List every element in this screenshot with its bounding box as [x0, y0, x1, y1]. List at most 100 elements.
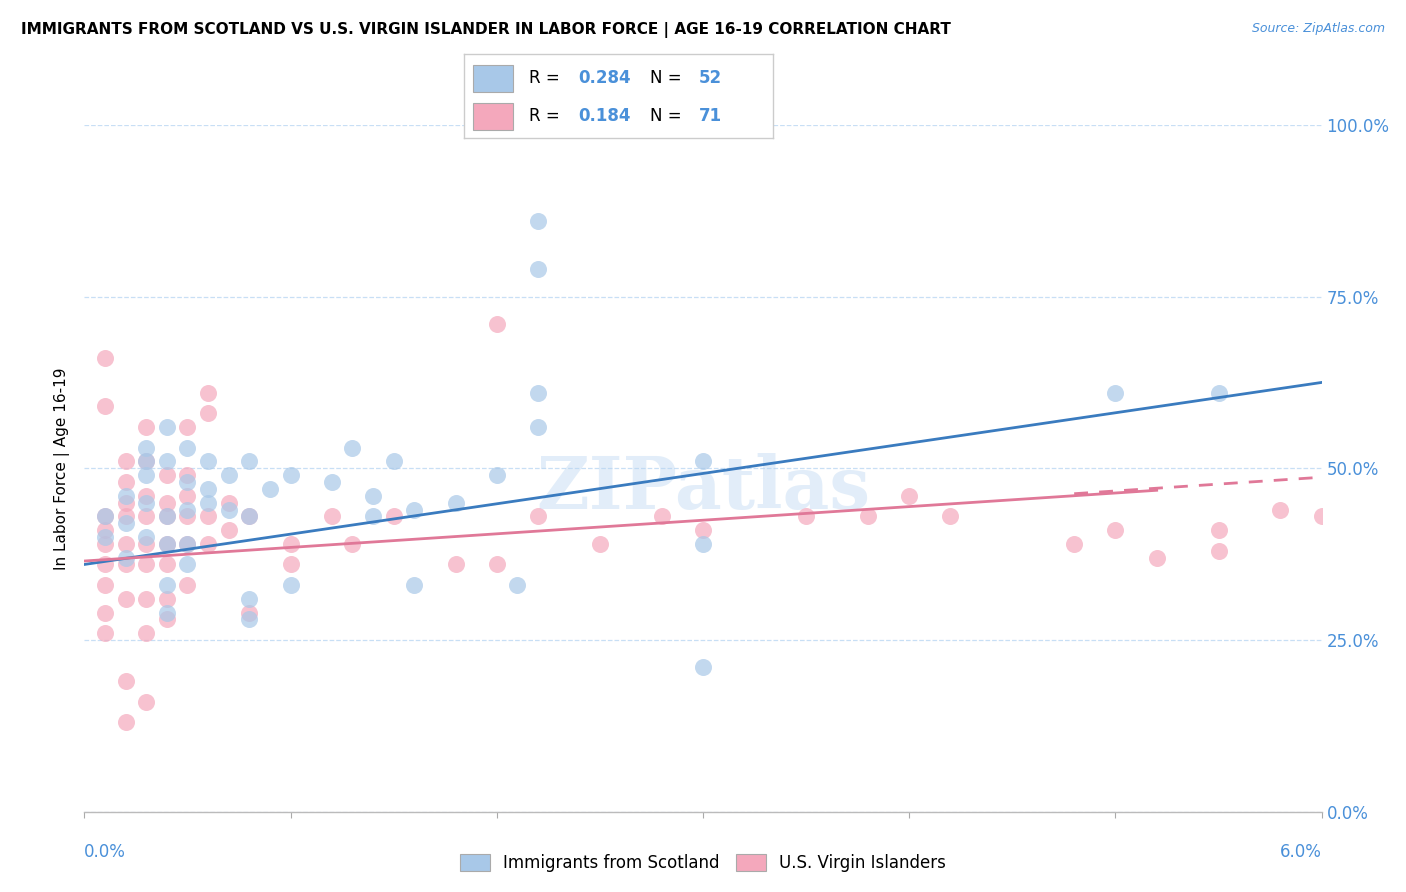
- Text: R =: R =: [529, 69, 565, 87]
- Point: [135, 530, 157, 544]
- Point: [238, 606, 260, 620]
- Point: [197, 537, 219, 551]
- Point: [94, 400, 117, 414]
- Point: [135, 441, 157, 455]
- Point: [238, 509, 260, 524]
- Point: [342, 537, 364, 551]
- Point: [218, 523, 240, 537]
- FancyBboxPatch shape: [474, 64, 513, 92]
- Point: [94, 558, 117, 572]
- Point: [176, 537, 198, 551]
- Point: [1208, 523, 1230, 537]
- Point: [197, 385, 219, 400]
- Point: [135, 509, 157, 524]
- Point: [238, 612, 260, 626]
- Point: [197, 509, 219, 524]
- Point: [1208, 543, 1230, 558]
- Point: [692, 523, 714, 537]
- Point: [94, 606, 117, 620]
- Point: [135, 591, 157, 606]
- Point: [114, 475, 136, 489]
- Text: 0.284: 0.284: [578, 69, 631, 87]
- Point: [135, 489, 157, 503]
- Point: [218, 468, 240, 483]
- Text: N =: N =: [650, 107, 686, 125]
- Point: [156, 578, 179, 592]
- Text: 71: 71: [699, 107, 723, 125]
- Point: [1104, 385, 1126, 400]
- Point: [527, 214, 550, 228]
- Point: [94, 509, 117, 524]
- Point: [444, 558, 467, 572]
- Point: [382, 454, 405, 468]
- Point: [135, 454, 157, 468]
- Point: [156, 537, 179, 551]
- Point: [176, 537, 198, 551]
- Point: [527, 509, 550, 524]
- Point: [94, 509, 117, 524]
- Text: R =: R =: [529, 107, 565, 125]
- Text: 6.0%: 6.0%: [1279, 843, 1322, 861]
- Point: [527, 385, 550, 400]
- Point: [94, 626, 117, 640]
- Point: [114, 537, 136, 551]
- Point: [361, 489, 384, 503]
- Point: [404, 578, 426, 592]
- Point: [176, 502, 198, 516]
- Point: [485, 317, 508, 331]
- Point: [176, 468, 198, 483]
- Point: [114, 591, 136, 606]
- Point: [444, 495, 467, 509]
- Point: [156, 612, 179, 626]
- Point: [197, 454, 219, 468]
- Point: [259, 482, 281, 496]
- Text: ZIPatlas: ZIPatlas: [536, 453, 870, 524]
- Point: [856, 509, 879, 524]
- Point: [135, 454, 157, 468]
- Y-axis label: In Labor Force | Age 16-19: In Labor Force | Age 16-19: [55, 367, 70, 570]
- Point: [197, 495, 219, 509]
- Point: [361, 509, 384, 524]
- Point: [1146, 550, 1168, 565]
- Point: [135, 420, 157, 434]
- Point: [321, 509, 343, 524]
- Point: [939, 509, 962, 524]
- Point: [156, 606, 179, 620]
- Point: [135, 495, 157, 509]
- Point: [114, 516, 136, 531]
- Text: 52: 52: [699, 69, 723, 87]
- Point: [135, 695, 157, 709]
- Point: [135, 537, 157, 551]
- Point: [94, 523, 117, 537]
- Point: [485, 468, 508, 483]
- Point: [898, 489, 921, 503]
- Point: [692, 454, 714, 468]
- Text: Source: ZipAtlas.com: Source: ZipAtlas.com: [1251, 22, 1385, 36]
- Point: [176, 558, 198, 572]
- Point: [114, 495, 136, 509]
- Point: [280, 468, 302, 483]
- Text: N =: N =: [650, 69, 686, 87]
- Text: 0.184: 0.184: [578, 107, 631, 125]
- Point: [1310, 509, 1333, 524]
- Point: [156, 509, 179, 524]
- Point: [114, 454, 136, 468]
- Point: [114, 550, 136, 565]
- Point: [156, 537, 179, 551]
- Point: [176, 475, 198, 489]
- FancyBboxPatch shape: [474, 103, 513, 130]
- Point: [156, 454, 179, 468]
- Point: [238, 454, 260, 468]
- Point: [114, 509, 136, 524]
- Point: [692, 660, 714, 674]
- Point: [651, 509, 673, 524]
- Point: [176, 509, 198, 524]
- Point: [342, 441, 364, 455]
- Point: [114, 674, 136, 689]
- Point: [238, 509, 260, 524]
- Legend: Immigrants from Scotland, U.S. Virgin Islanders: Immigrants from Scotland, U.S. Virgin Is…: [460, 854, 946, 872]
- Point: [114, 715, 136, 730]
- Point: [1208, 385, 1230, 400]
- Point: [280, 537, 302, 551]
- Point: [485, 558, 508, 572]
